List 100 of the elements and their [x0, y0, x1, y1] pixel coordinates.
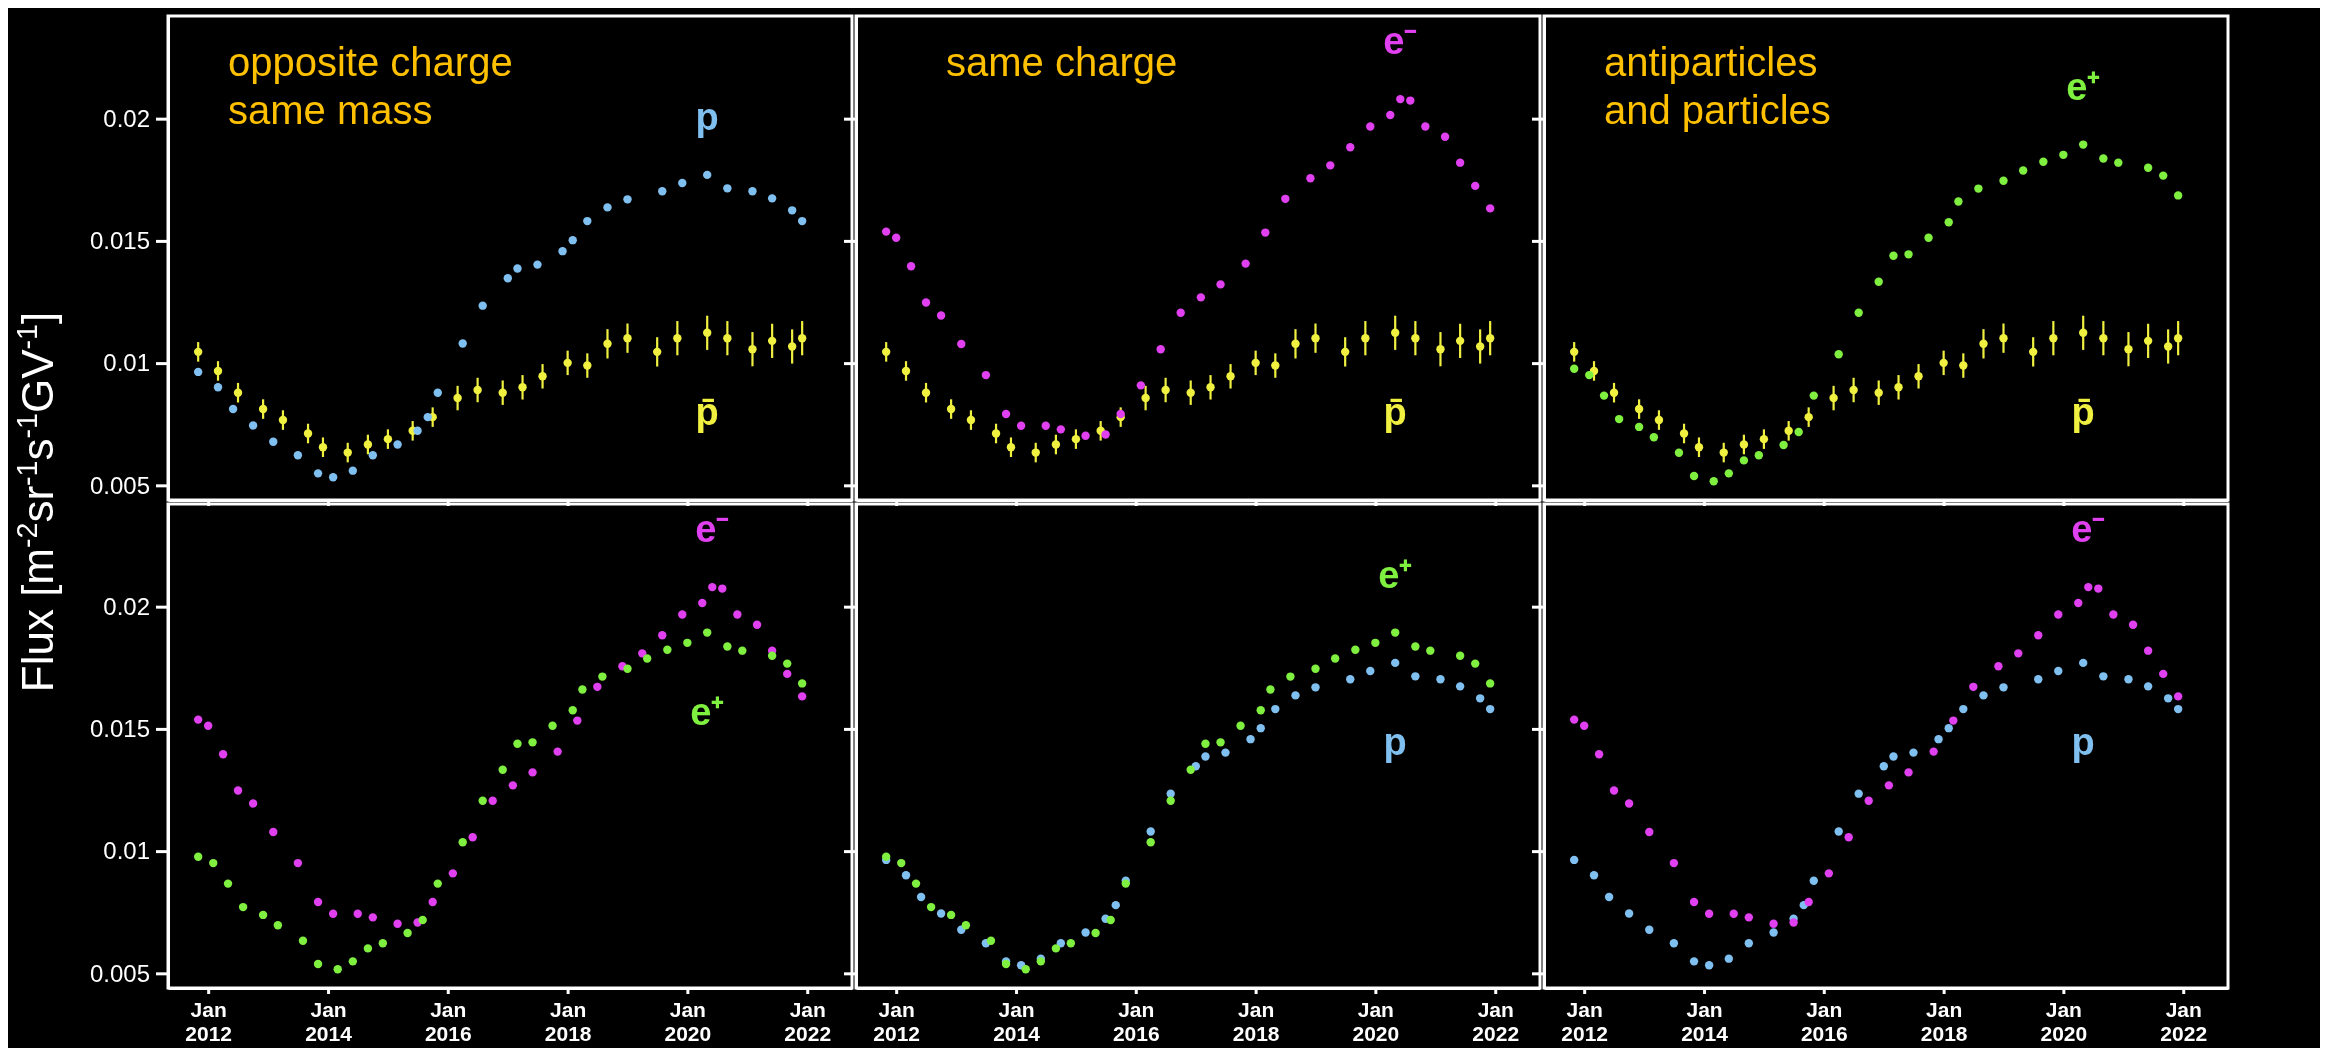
point — [1475, 342, 1485, 351]
point — [1391, 628, 1400, 637]
point — [1311, 683, 1320, 692]
point — [1585, 370, 1594, 380]
point — [703, 328, 712, 337]
point — [1609, 786, 1619, 795]
point — [273, 920, 283, 930]
point — [787, 342, 797, 351]
y-tick-label: 0.02 — [103, 592, 150, 620]
point — [1689, 471, 1699, 481]
point — [1609, 388, 1619, 397]
point — [1166, 796, 1175, 805]
point — [258, 404, 268, 414]
point — [961, 920, 971, 930]
point — [642, 654, 652, 663]
point — [1436, 344, 1445, 354]
point — [1569, 364, 1579, 373]
point — [1485, 333, 1495, 343]
point — [1645, 827, 1654, 837]
point — [528, 738, 537, 747]
point — [1884, 781, 1894, 790]
point — [1351, 645, 1360, 654]
point — [1311, 333, 1320, 343]
point — [2074, 598, 2083, 608]
point — [1366, 666, 1375, 676]
point — [797, 692, 807, 701]
x-tick-label: Jan 2014 — [1681, 997, 1729, 1046]
point — [488, 796, 497, 805]
point — [1141, 393, 1150, 403]
point — [1994, 662, 2003, 671]
point — [1346, 143, 1355, 152]
point — [578, 685, 587, 694]
point — [1634, 404, 1644, 414]
point — [1694, 443, 1704, 452]
point — [1156, 344, 1165, 354]
point — [1834, 350, 1843, 359]
point — [1016, 421, 1026, 430]
point — [1649, 432, 1659, 442]
point — [2099, 154, 2108, 163]
point — [1056, 425, 1066, 434]
point — [1804, 897, 1813, 907]
point — [1689, 897, 1699, 907]
point — [1206, 383, 1215, 392]
point — [433, 879, 442, 888]
point — [881, 227, 891, 236]
point — [1146, 838, 1155, 847]
point — [473, 385, 482, 395]
point — [1959, 704, 1968, 714]
x-tick-label: Jan 2018 — [544, 997, 592, 1046]
point — [598, 672, 607, 681]
point — [1809, 876, 1818, 885]
point — [2109, 610, 2118, 619]
point — [593, 682, 602, 692]
point — [1724, 954, 1734, 963]
point — [1569, 715, 1579, 724]
point — [1006, 443, 1016, 452]
x-tick-label: Jan 2012 — [185, 997, 233, 1046]
point — [318, 443, 328, 452]
point — [1146, 827, 1155, 836]
x-tick-label: Jan 2014 — [993, 997, 1041, 1046]
point — [2143, 163, 2153, 172]
point — [353, 909, 362, 918]
point — [1754, 451, 1764, 460]
point — [1041, 421, 1050, 430]
point — [652, 347, 662, 357]
y-tick-label: 0.02 — [103, 104, 150, 132]
point — [1794, 427, 1803, 437]
point — [303, 429, 313, 438]
point — [1889, 752, 1898, 761]
point — [348, 957, 358, 966]
point — [2099, 672, 2108, 681]
point — [1904, 250, 1913, 259]
point — [313, 959, 323, 969]
point — [1366, 122, 1375, 131]
point — [603, 203, 612, 212]
point — [1236, 721, 1245, 730]
point — [193, 347, 203, 357]
point — [1291, 339, 1300, 348]
point — [313, 469, 323, 478]
point — [458, 838, 467, 847]
point — [1879, 762, 1888, 771]
series-label: p̄ — [695, 390, 719, 433]
point — [568, 235, 577, 245]
point — [573, 716, 582, 725]
point — [368, 451, 378, 460]
point — [328, 909, 338, 918]
point — [1161, 385, 1170, 395]
point — [423, 412, 432, 422]
point — [1485, 204, 1495, 213]
point — [478, 301, 487, 310]
point — [2059, 150, 2068, 160]
series-label: p̄ — [1383, 390, 1407, 433]
point — [1485, 704, 1495, 714]
point — [363, 944, 373, 953]
point — [738, 646, 747, 655]
point — [513, 264, 522, 273]
point — [1440, 132, 1450, 141]
point — [1624, 799, 1634, 808]
point — [1789, 918, 1798, 927]
point — [966, 415, 976, 425]
